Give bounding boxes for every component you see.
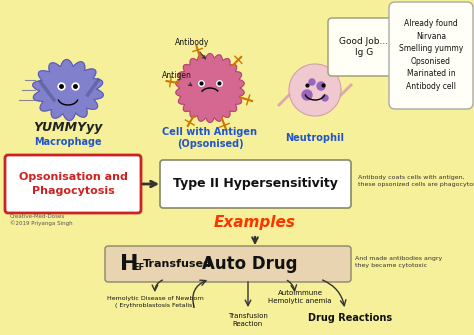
Text: Transfusion
Reaction: Transfusion Reaction [228,313,268,327]
Text: Transfused: Transfused [143,259,212,269]
Text: Antibody coats cells with antigen,
these opsonized cells are phagocytosed: Antibody coats cells with antigen, these… [358,175,474,187]
Circle shape [302,90,312,100]
Text: Hemolytic Disease of Newborn
( Erythroblastosis Fetalis): Hemolytic Disease of Newborn ( Erythrobl… [107,296,203,308]
Text: Good Job...
Ig G: Good Job... Ig G [339,37,389,57]
Text: Auto Drug: Auto Drug [202,255,298,273]
Text: Autoimmune
Hemolytic anemia: Autoimmune Hemolytic anemia [268,290,332,304]
Circle shape [322,95,328,101]
Text: Opsonisation and
Phagocytosis: Opsonisation and Phagocytosis [18,172,128,196]
FancyBboxPatch shape [105,246,351,282]
FancyBboxPatch shape [5,155,141,213]
Text: Neutrophil: Neutrophil [285,133,345,143]
Text: Examples: Examples [214,214,296,229]
Text: Type II Hypersensitivity: Type II Hypersensitivity [173,178,337,191]
Text: Cell with Antigen
(Opsonised): Cell with Antigen (Opsonised) [163,127,257,149]
Text: Antigen: Antigen [162,71,192,86]
FancyBboxPatch shape [160,160,351,208]
Circle shape [309,79,315,85]
Text: YUMMYyy: YUMMYyy [33,122,103,134]
Text: And made antibodies angry
they became cytotoxic: And made antibodies angry they became cy… [355,256,442,268]
Text: H: H [120,254,138,274]
Polygon shape [176,54,244,123]
Polygon shape [33,60,103,121]
FancyBboxPatch shape [328,18,401,76]
Text: EF: EF [133,264,144,272]
Text: Drug Reactions: Drug Reactions [308,313,392,323]
Text: Macrophage: Macrophage [34,137,102,147]
Circle shape [317,82,325,90]
Text: Already found
Nirvana
Smelling yummy
Opsonised
Marinated in
Antibody cell: Already found Nirvana Smelling yummy Ops… [399,19,463,91]
Polygon shape [289,64,341,116]
Text: Creative-Med-Doses
©2019 Priyanga Singh: Creative-Med-Doses ©2019 Priyanga Singh [10,214,73,226]
FancyBboxPatch shape [389,2,473,109]
Text: Antibody: Antibody [175,38,210,59]
